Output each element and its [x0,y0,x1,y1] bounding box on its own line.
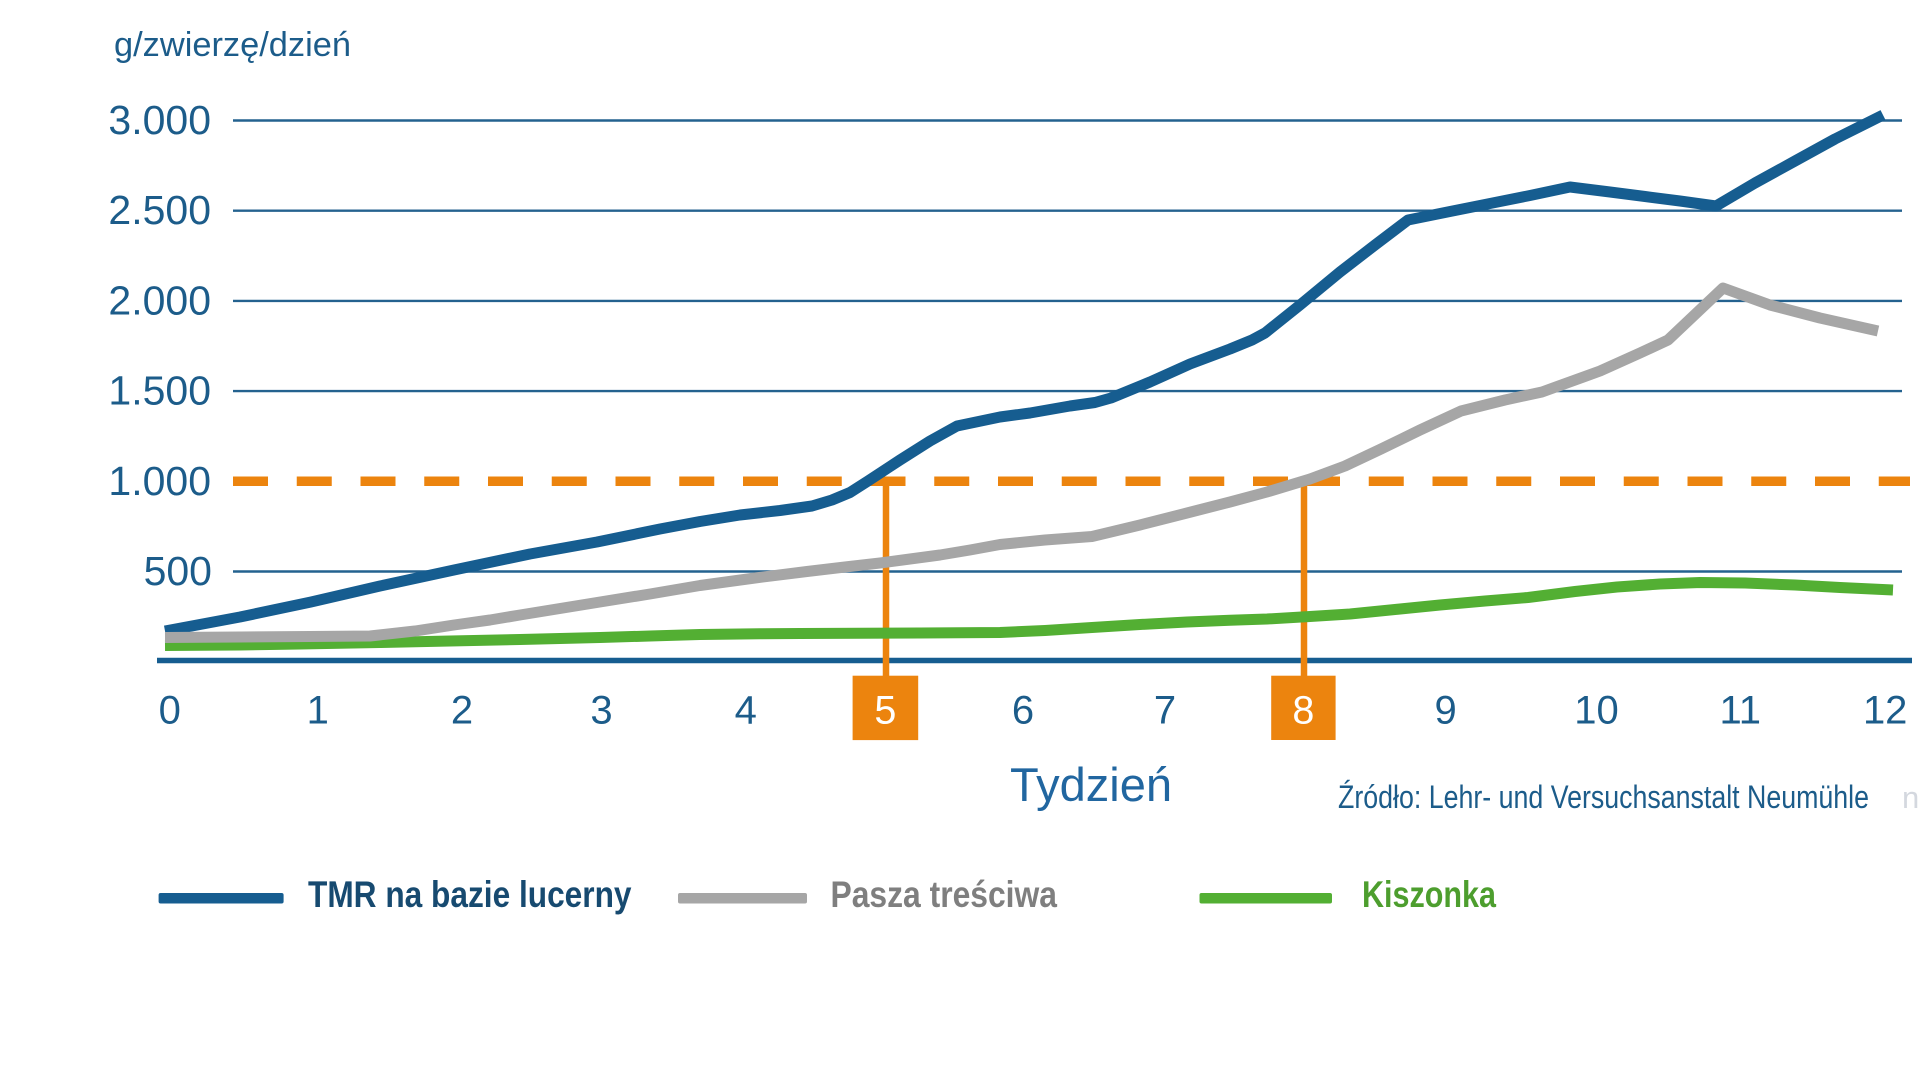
svg-text:10: 10 [1574,689,1619,733]
svg-text:9: 9 [1434,689,1456,733]
svg-text:8: 8 [1292,689,1314,733]
svg-text:1: 1 [307,689,329,733]
svg-text:2: 2 [451,689,473,733]
svg-text:3.000: 3.000 [108,97,211,143]
svg-text:1.000: 1.000 [108,458,211,504]
svg-text:0: 0 [159,689,181,733]
svg-text:Kiszonka: Kiszonka [1362,874,1496,915]
svg-text:2.500: 2.500 [108,187,211,233]
svg-text:12: 12 [1863,689,1908,733]
svg-text:TMR na bazie lucerny: TMR na bazie lucerny [308,874,632,915]
svg-text:n: n [1902,780,1919,815]
svg-text:2.000: 2.000 [108,277,211,323]
svg-text:4: 4 [735,689,757,733]
svg-text:500: 500 [144,548,212,594]
svg-text:11: 11 [1720,689,1762,733]
svg-text:Tydzień: Tydzień [1010,758,1172,811]
svg-text:7: 7 [1154,689,1176,733]
svg-text:6: 6 [1012,689,1034,733]
svg-text:Pasza treściwa: Pasza treściwa [831,874,1058,915]
svg-text:Źródło: Lehr- und Versuchsanst: Źródło: Lehr- und Versuchsanstalt Neumüh… [1338,779,1869,815]
svg-text:5: 5 [874,689,896,733]
svg-text:g/zwierzę/dzień: g/zwierzę/dzień [114,26,351,64]
svg-text:1.500: 1.500 [108,368,211,414]
svg-text:3: 3 [590,689,612,733]
